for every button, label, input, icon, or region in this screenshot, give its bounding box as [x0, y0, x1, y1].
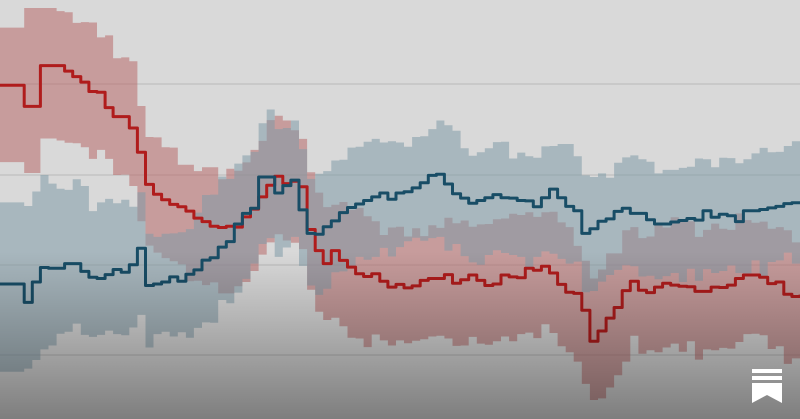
logo-bookmark [752, 383, 782, 403]
logo-bar-middle [752, 376, 782, 380]
logo-bar-top [752, 369, 782, 373]
bookmark-stack-logo [752, 369, 782, 403]
